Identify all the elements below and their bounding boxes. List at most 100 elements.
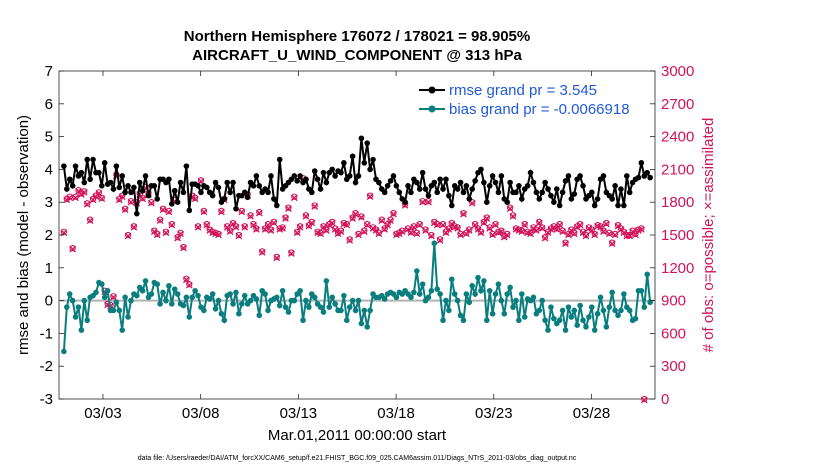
rmse-point xyxy=(483,199,490,205)
obs-possible-marker xyxy=(582,231,590,239)
rmse-point xyxy=(638,160,645,166)
rmse-point xyxy=(174,199,181,205)
rmse-point xyxy=(180,189,187,196)
bias-point xyxy=(583,324,589,330)
bias-point xyxy=(446,307,452,314)
bias-point xyxy=(425,294,432,301)
rmse-point xyxy=(122,189,128,196)
bias-point xyxy=(332,301,338,307)
obs-possible-marker xyxy=(165,207,173,215)
rmse-point xyxy=(577,173,583,179)
obs-possible-marker xyxy=(381,225,388,232)
obs-assimilated-marker xyxy=(156,217,164,225)
rmse-point xyxy=(224,179,231,186)
obs-possible-marker xyxy=(489,230,496,238)
bias-point xyxy=(341,292,347,299)
bias-point xyxy=(641,304,648,310)
bias-point xyxy=(518,291,525,297)
obs-possible-marker xyxy=(355,230,362,238)
bias-point xyxy=(84,317,91,324)
obs-assimilated-marker xyxy=(331,226,339,233)
bias-point xyxy=(122,294,128,301)
obs-possible-marker xyxy=(343,220,350,228)
obs-possible-marker xyxy=(95,189,103,196)
bias-point xyxy=(166,283,172,289)
obs-assimilated-marker xyxy=(270,219,278,227)
rmse-point xyxy=(623,173,630,179)
obs-assimilated-marker xyxy=(390,210,397,218)
rmse-point xyxy=(268,173,274,179)
bias-point xyxy=(437,291,443,297)
rmse-point xyxy=(647,174,653,181)
rmse-point xyxy=(396,189,403,196)
obs-assimilated-marker xyxy=(323,227,330,234)
obs-possible-marker xyxy=(454,224,461,231)
bias-point xyxy=(463,291,470,297)
rmse-point xyxy=(591,202,598,209)
obs-possible-marker xyxy=(186,281,193,288)
rmse-point xyxy=(139,187,146,194)
rmse-point xyxy=(536,196,543,202)
rmse-point xyxy=(96,169,102,176)
bias-point xyxy=(75,304,82,310)
bias-point xyxy=(521,314,528,320)
obs-assimilated-marker xyxy=(302,212,310,220)
rmse-point xyxy=(69,183,76,189)
obs-assimilated-marker xyxy=(460,210,467,218)
rmse-point xyxy=(405,183,411,189)
x-axis-label: Mar.01,2011 00:00:00 start xyxy=(268,427,447,444)
obs-possible-marker xyxy=(232,223,240,230)
obs-possible-marker xyxy=(460,209,467,217)
rmse-point xyxy=(212,179,219,186)
obs-possible-marker xyxy=(553,225,560,232)
obs-possible-marker xyxy=(439,220,447,228)
bias-point xyxy=(238,301,245,307)
bias-point xyxy=(475,274,481,281)
obs-assimilated-marker xyxy=(296,223,304,231)
bias-point xyxy=(367,307,373,314)
obs-possible-marker xyxy=(282,214,289,221)
obs-possible-marker xyxy=(337,227,345,234)
bias-point xyxy=(413,268,420,274)
obs-possible-marker xyxy=(428,231,435,239)
obs-assimilated-marker xyxy=(597,223,604,231)
obs-possible-marker xyxy=(60,228,68,235)
obs-possible-marker xyxy=(364,220,371,228)
legend-bias-marker xyxy=(428,105,436,113)
obs-assimilated-marker xyxy=(600,228,607,235)
bias-point xyxy=(297,287,303,294)
obs-assimilated-marker xyxy=(66,194,74,202)
bias-point xyxy=(311,294,318,301)
y-axis-left: -3 -2 -1 0 1 2 3 4 5 6 7 xyxy=(40,63,64,408)
obs-assimilated-marker xyxy=(521,221,529,229)
obs-assimilated-marker xyxy=(253,226,260,233)
obs-possible-marker xyxy=(638,225,645,232)
bias-point xyxy=(119,327,126,333)
obs-possible-marker xyxy=(533,226,540,233)
rmse-point xyxy=(492,179,499,186)
obs-possible-marker xyxy=(264,220,272,228)
rmse-point xyxy=(556,202,563,209)
obs-possible-marker xyxy=(492,220,499,228)
rmse-point xyxy=(460,189,467,196)
rmse-point xyxy=(524,183,531,189)
y2-tick-label: 0 xyxy=(661,391,669,408)
obs-possible-marker xyxy=(436,236,444,243)
obs-assimilated-marker xyxy=(486,224,494,232)
bias-point xyxy=(542,317,548,324)
obs-assimilated-marker xyxy=(527,230,534,238)
bias-point xyxy=(609,289,615,296)
obs-possible-marker xyxy=(626,231,633,239)
bias-point xyxy=(99,281,105,288)
rmse-point xyxy=(241,189,248,196)
y-tick-label: 2 xyxy=(45,227,53,244)
obs-assimilated-marker xyxy=(200,208,208,216)
obs-possible-marker xyxy=(366,192,374,199)
y2-tick-label: 600 xyxy=(661,325,686,342)
rmse-point xyxy=(61,163,67,169)
obs-assimilated-marker xyxy=(80,188,88,196)
bias-point xyxy=(346,304,353,310)
rmse-point xyxy=(431,179,438,186)
bias-point xyxy=(192,287,198,294)
bias-point xyxy=(632,315,639,322)
